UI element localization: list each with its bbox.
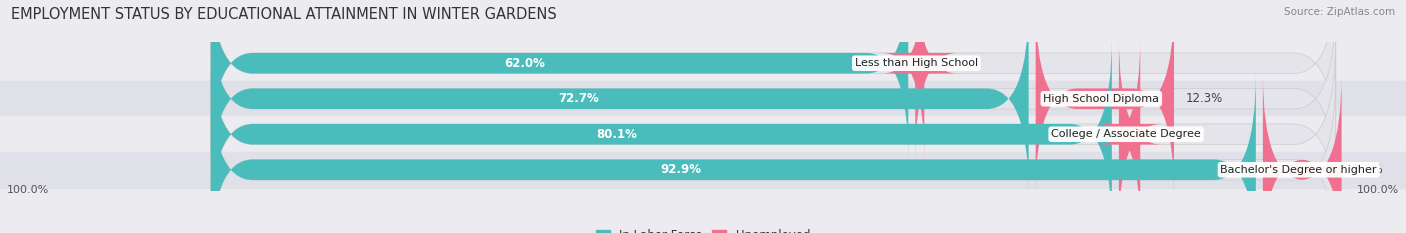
FancyBboxPatch shape — [211, 38, 1336, 230]
Text: Less than High School: Less than High School — [855, 58, 977, 68]
FancyBboxPatch shape — [882, 0, 957, 159]
FancyBboxPatch shape — [1263, 74, 1341, 233]
Text: EMPLOYMENT STATUS BY EDUCATIONAL ATTAINMENT IN WINTER GARDENS: EMPLOYMENT STATUS BY EDUCATIONAL ATTAINM… — [11, 7, 557, 22]
FancyBboxPatch shape — [211, 3, 1336, 195]
Text: 7.0%: 7.0% — [1353, 163, 1382, 176]
Text: College / Associate Degree: College / Associate Degree — [1052, 129, 1201, 139]
Text: 1.9%: 1.9% — [1152, 128, 1181, 141]
FancyBboxPatch shape — [211, 3, 1029, 195]
Text: 72.7%: 72.7% — [558, 92, 599, 105]
Text: 62.0%: 62.0% — [505, 57, 546, 70]
FancyBboxPatch shape — [1098, 38, 1161, 230]
FancyBboxPatch shape — [1036, 3, 1174, 195]
FancyBboxPatch shape — [211, 74, 1336, 233]
FancyBboxPatch shape — [211, 0, 1336, 159]
FancyBboxPatch shape — [211, 0, 908, 159]
Bar — [0, 116, 1406, 152]
Text: Source: ZipAtlas.com: Source: ZipAtlas.com — [1284, 7, 1395, 17]
FancyBboxPatch shape — [211, 74, 1256, 233]
Bar — [0, 45, 1406, 81]
Text: High School Diploma: High School Diploma — [1043, 94, 1160, 104]
Legend: In Labor Force, Unemployed: In Labor Force, Unemployed — [596, 229, 810, 233]
Bar — [0, 81, 1406, 116]
Bar — [0, 152, 1406, 188]
Text: 92.9%: 92.9% — [661, 163, 702, 176]
Text: 100.0%: 100.0% — [1357, 185, 1399, 195]
FancyBboxPatch shape — [211, 38, 1112, 230]
Text: 100.0%: 100.0% — [7, 185, 49, 195]
Text: 80.1%: 80.1% — [596, 128, 637, 141]
Text: 0.8%: 0.8% — [935, 57, 965, 70]
Text: 12.3%: 12.3% — [1185, 92, 1222, 105]
Text: Bachelor's Degree or higher: Bachelor's Degree or higher — [1220, 165, 1376, 175]
